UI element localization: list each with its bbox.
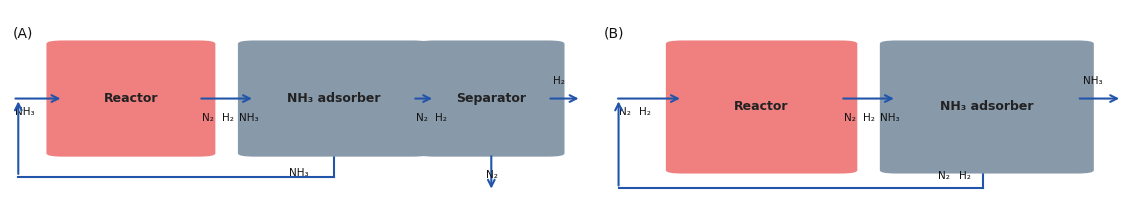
Text: N₂: N₂	[485, 170, 498, 180]
Text: H₂: H₂	[435, 113, 447, 123]
Text: NH₃: NH₃	[879, 113, 900, 123]
Text: N₂: N₂	[843, 113, 856, 123]
Text: NH₃ adsorber: NH₃ adsorber	[287, 92, 380, 105]
Text: H₂: H₂	[222, 113, 234, 123]
FancyBboxPatch shape	[46, 40, 216, 157]
Text: N₂: N₂	[619, 107, 630, 117]
Text: H₂: H₂	[959, 171, 971, 181]
Text: NH₃: NH₃	[289, 168, 308, 178]
Text: NH₃: NH₃	[239, 113, 259, 123]
Text: Reactor: Reactor	[104, 92, 158, 105]
Text: H₂: H₂	[863, 113, 875, 123]
Text: Separator: Separator	[456, 92, 526, 105]
Text: Reactor: Reactor	[734, 101, 789, 113]
Text: (B): (B)	[604, 27, 624, 41]
FancyBboxPatch shape	[238, 40, 429, 157]
FancyBboxPatch shape	[666, 40, 857, 174]
Text: H₂: H₂	[553, 76, 566, 86]
Text: NH₃: NH₃	[1083, 76, 1102, 86]
Text: H₂: H₂	[639, 107, 650, 117]
Text: N₂: N₂	[202, 113, 213, 123]
Text: N₂: N₂	[415, 113, 428, 123]
FancyBboxPatch shape	[418, 40, 564, 157]
FancyBboxPatch shape	[879, 40, 1094, 174]
Text: N₂: N₂	[938, 171, 951, 181]
Text: (A): (A)	[12, 27, 33, 41]
Text: NH₃ adsorber: NH₃ adsorber	[940, 101, 1033, 113]
Text: NH₃: NH₃	[15, 107, 35, 117]
